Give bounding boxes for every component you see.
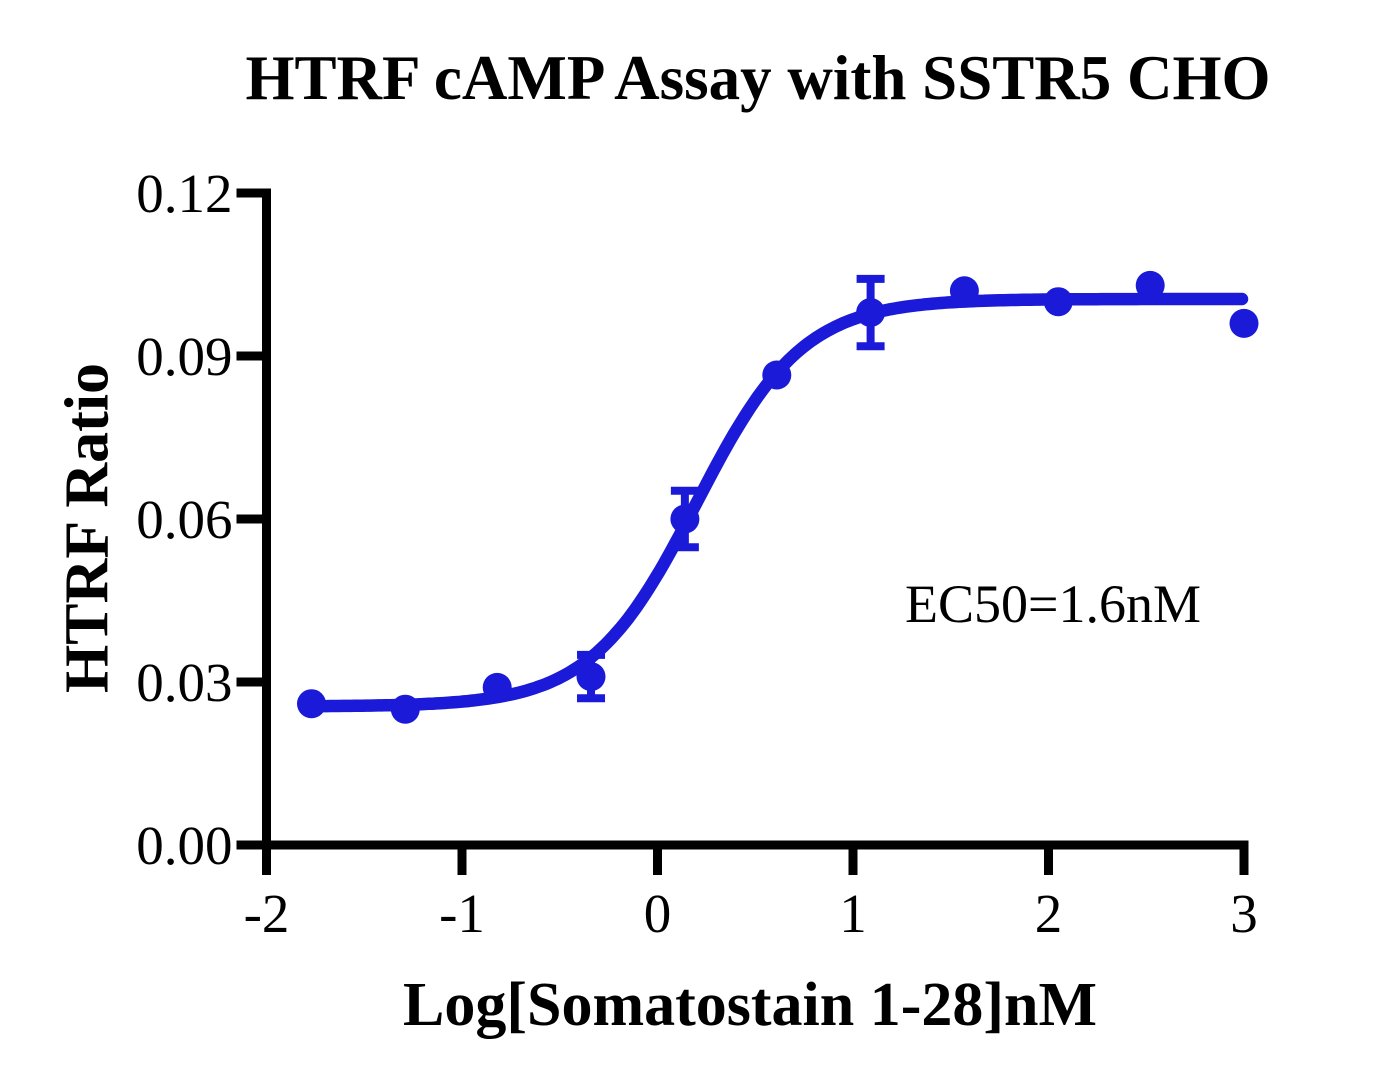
y-tick-label: 0.06 (136, 489, 232, 550)
x-tick-label: 2 (1035, 883, 1063, 944)
fit-curve (305, 292, 1249, 713)
x-tick-label: 3 (1230, 883, 1258, 944)
x-tick-label: 0 (644, 883, 672, 944)
x-tick-label: -2 (244, 883, 290, 944)
x-axis-title: Log[Somatostain 1-28]nM (402, 971, 1098, 1039)
y-tick-label: 0.09 (136, 326, 232, 387)
data-point (576, 662, 606, 692)
x-tick-label: 1 (839, 883, 867, 944)
x-tick-label: -1 (439, 883, 485, 944)
chart-title: HTRF cAMP Assay with SSTR5 CHO (245, 43, 1271, 113)
data-point (297, 689, 326, 719)
ec50-annotation: EC50=1.6nM (905, 574, 1201, 634)
data-point (949, 276, 979, 306)
data-point (1135, 270, 1165, 300)
data-point (482, 672, 512, 702)
data-point (856, 298, 886, 327)
y-tick-label: 0.03 (136, 652, 232, 713)
data-point (390, 694, 420, 724)
y-tick-label: 0.00 (136, 815, 232, 876)
y-tick-label: 0.12 (136, 163, 232, 224)
data-point (762, 360, 792, 390)
data-point (670, 504, 700, 534)
data-point (1229, 308, 1259, 338)
data-point (1043, 287, 1073, 317)
